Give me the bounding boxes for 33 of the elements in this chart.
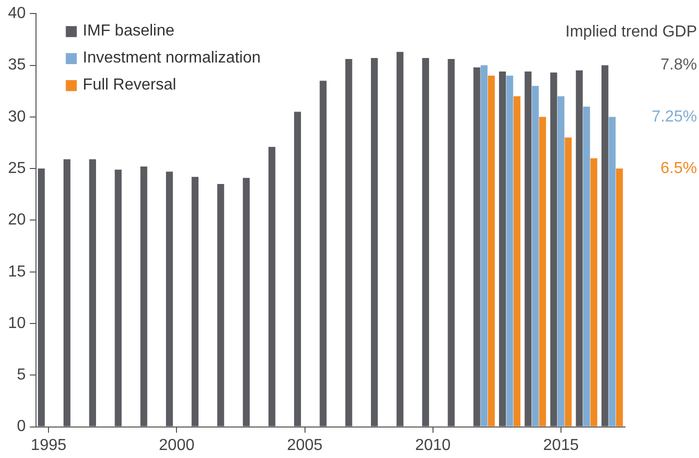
y-tick-label: 35 bbox=[8, 56, 26, 74]
x-tick-label: 2005 bbox=[286, 436, 323, 454]
y-tick-label: 30 bbox=[8, 108, 26, 126]
y-tick-label: 25 bbox=[8, 160, 26, 177]
legend-label: IMF baseline bbox=[82, 22, 174, 40]
bar bbox=[488, 76, 495, 426]
annotation: Implied trend GDP bbox=[565, 23, 697, 40]
x-tick-label: 2000 bbox=[158, 436, 195, 454]
text: 6.5% bbox=[660, 160, 697, 177]
bar bbox=[514, 96, 520, 426]
y-tick-label: 15 bbox=[8, 263, 26, 280]
legend-label: Full Reversal bbox=[82, 76, 176, 94]
y-tick-label: 10 bbox=[8, 314, 26, 332]
bar bbox=[590, 158, 598, 426]
bar bbox=[616, 168, 623, 426]
bar bbox=[564, 138, 572, 426]
bar bbox=[532, 86, 539, 426]
text: 7.25% bbox=[652, 108, 697, 126]
bar bbox=[583, 106, 590, 426]
y-tick-label: 5 bbox=[16, 366, 26, 384]
bar bbox=[506, 76, 514, 426]
bar bbox=[539, 116, 546, 426]
bar bbox=[608, 116, 616, 426]
legend-label: Investment normalization bbox=[82, 50, 261, 67]
bar bbox=[558, 96, 564, 426]
y-tick-label: 40 bbox=[8, 5, 26, 22]
text: 7.8% bbox=[660, 56, 697, 74]
y-tick-label: 0 bbox=[16, 418, 26, 436]
y-tick-label: 20 bbox=[8, 212, 26, 229]
x-tick-label: 2015 bbox=[543, 436, 579, 454]
x-tick-label: 1995 bbox=[30, 436, 67, 454]
x-tick-label: 2010 bbox=[415, 436, 451, 454]
bar bbox=[480, 65, 488, 426]
